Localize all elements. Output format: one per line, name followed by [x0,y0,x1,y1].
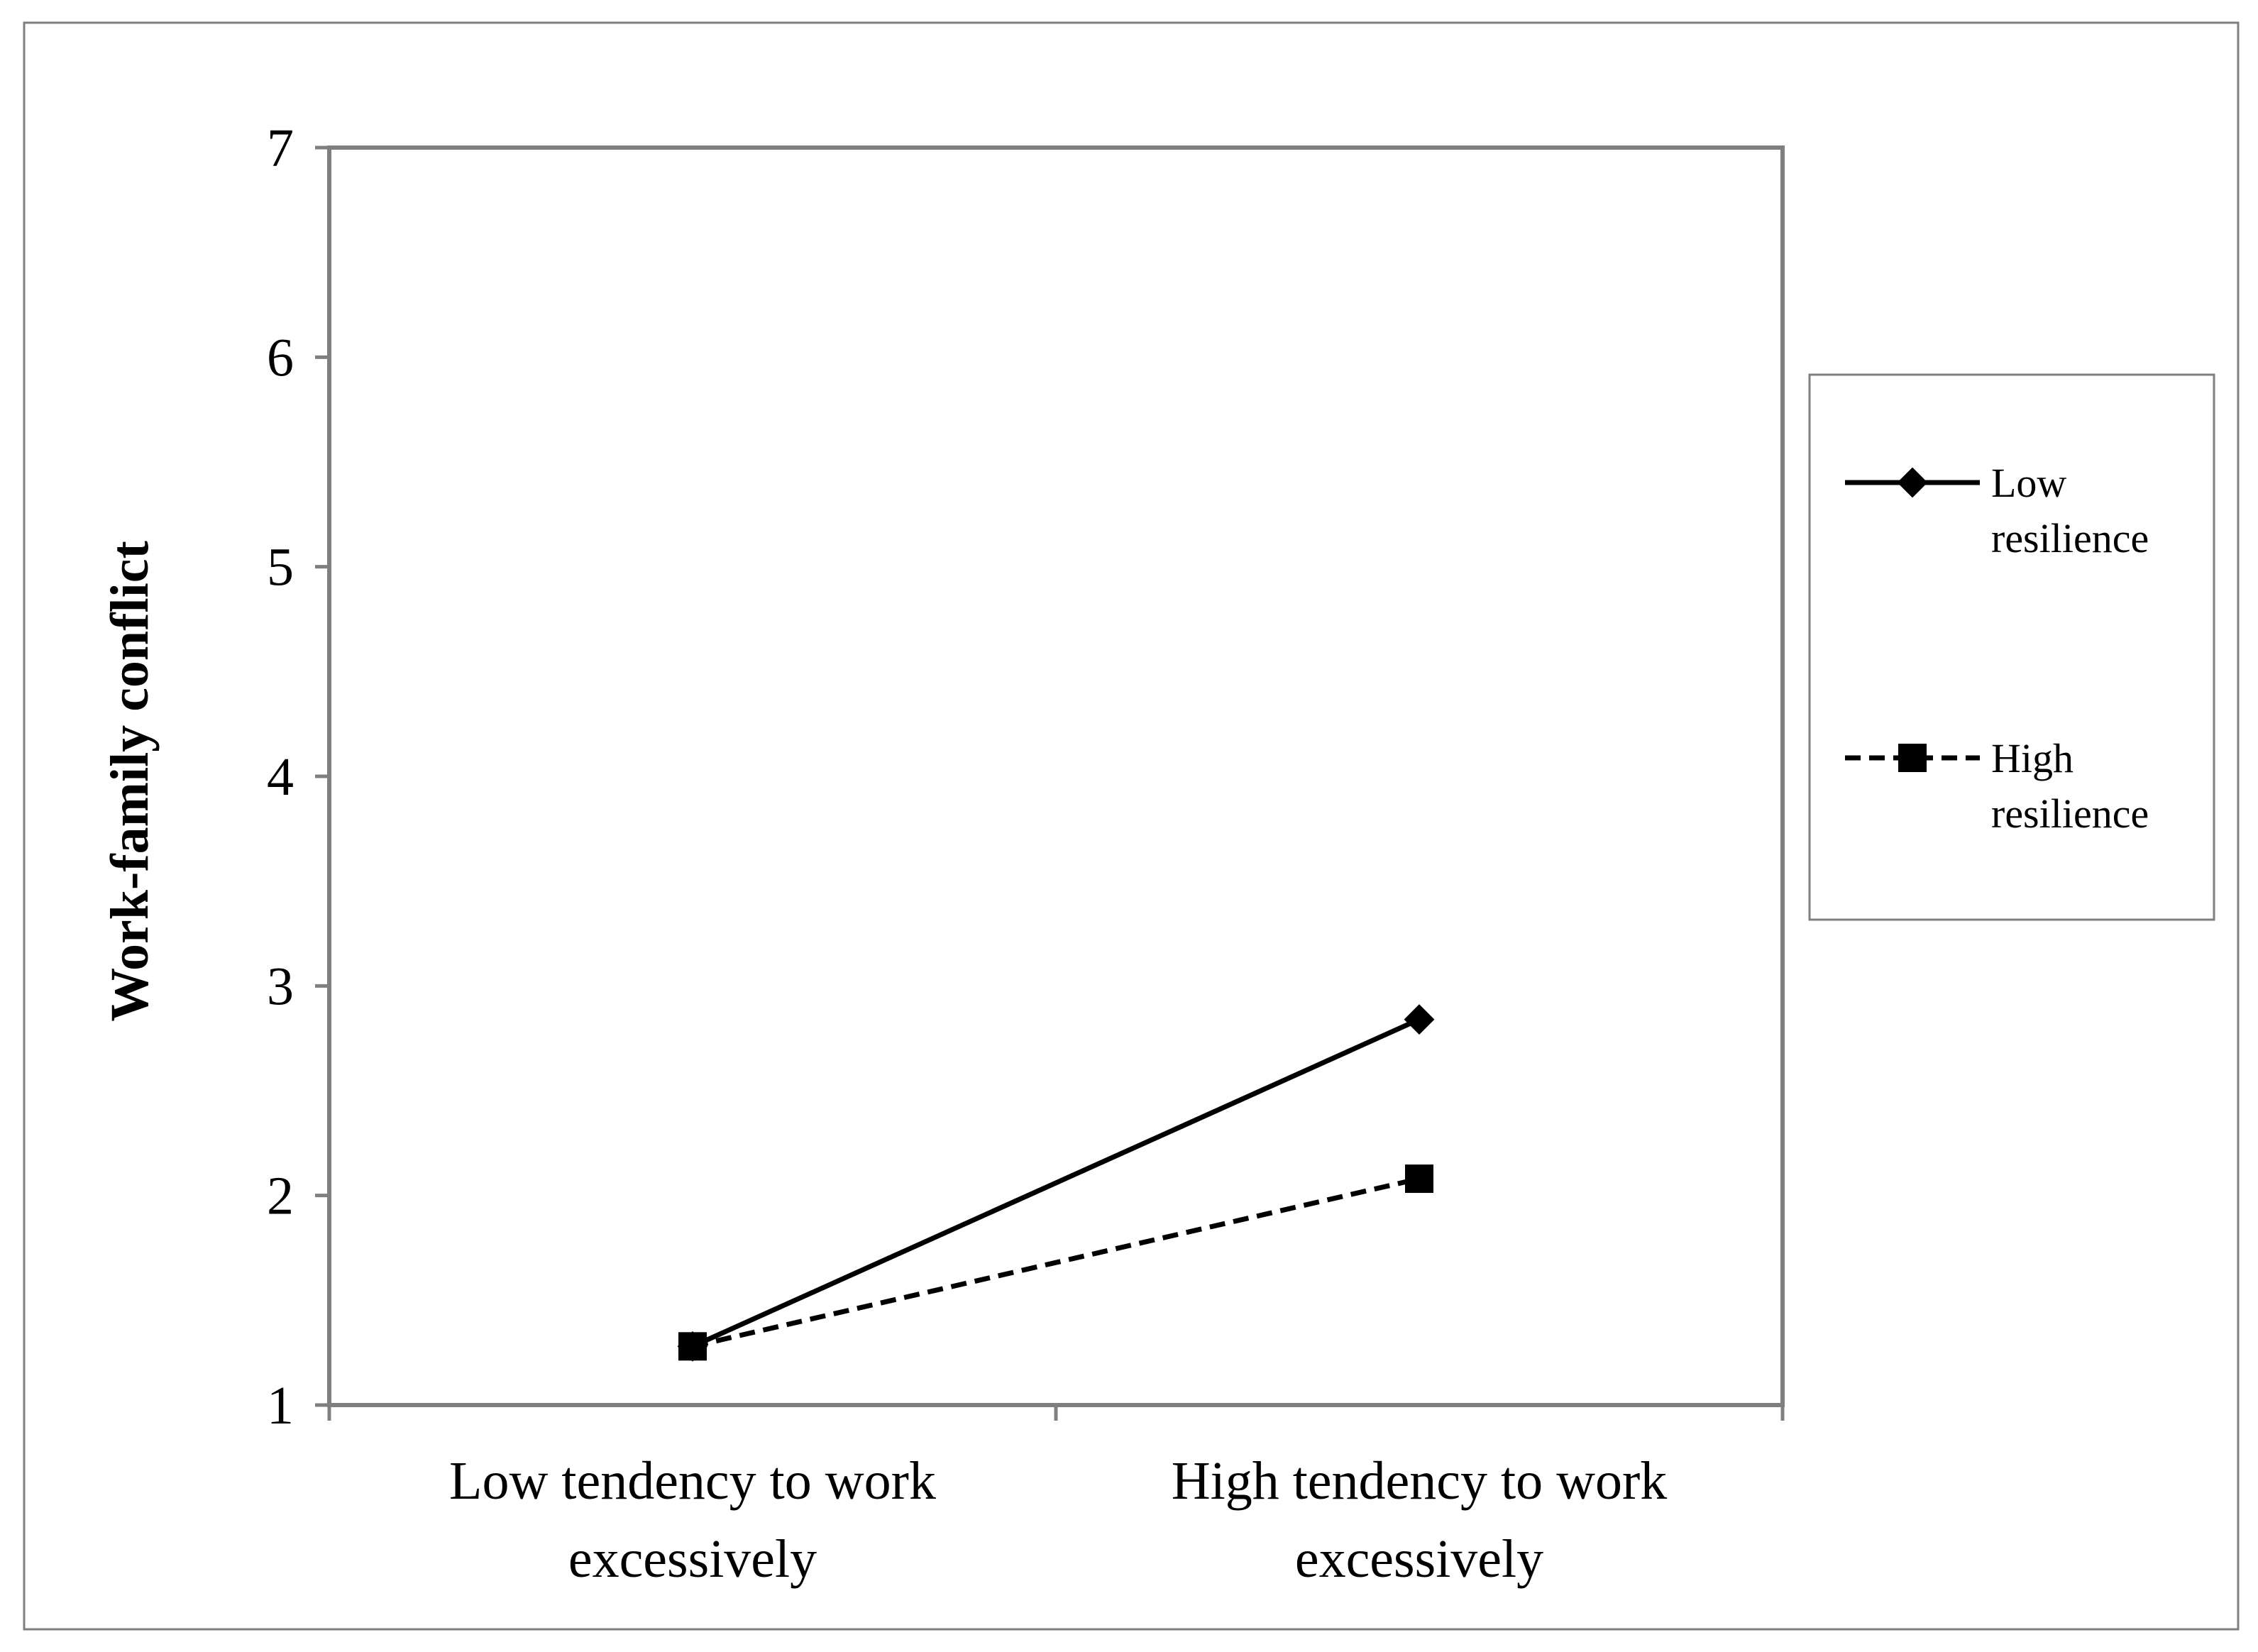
legend-label: High [1991,735,2073,781]
x-category-label: excessively [568,1529,817,1589]
plot-area [327,145,1785,1407]
y-axis-label: Work-family conflict [100,541,160,1022]
data-point [678,1332,707,1361]
y-tick-label: 6 [267,328,294,387]
y-axis: 1 2 3 4 5 6 7 [267,119,329,1436]
x-axis: Low tendency to work excessively High tend… [327,1405,1785,1589]
x-category-label: excessively [1295,1529,1543,1589]
legend-marker [1898,744,1927,772]
legend-label: Low [1991,460,2066,506]
y-tick-label: 7 [267,119,294,178]
x-category-label: Low tendency to work [449,1451,936,1511]
y-tick-label: 4 [267,747,294,807]
y-tick-label: 3 [267,957,294,1016]
data-point [1405,1164,1433,1194]
legend: Low resilience High resilience [1808,373,2215,921]
plot-border [327,145,1785,1407]
legend-marker [1897,467,1928,498]
y-tick-label: 2 [267,1167,294,1226]
legend-label: resilience [1991,515,2149,561]
legend-box [1808,373,2215,921]
series-line [691,1017,1421,1349]
series-line [692,1176,1420,1349]
y-tick-label: 5 [267,538,294,598]
x-category-label: High tendency to work [1172,1451,1668,1511]
data-point [1404,1004,1435,1035]
y-tick-label: 1 [267,1376,294,1436]
series-layer [677,1004,1435,1362]
legend-label: resilience [1991,791,2149,837]
